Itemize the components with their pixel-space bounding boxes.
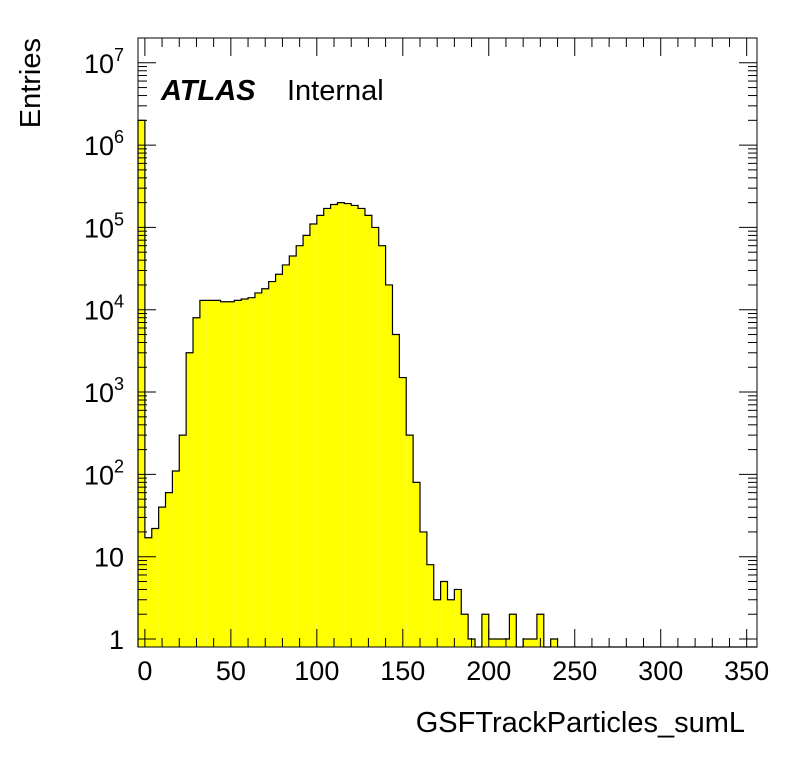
y-axis-label: Entries — [15, 38, 47, 128]
histogram-bin — [144, 537, 152, 647]
histogram-bin — [206, 300, 214, 647]
atlas-label: ATLAS — [160, 75, 256, 107]
x-tick-label: 200 — [466, 656, 511, 686]
axis-ticks — [138, 37, 757, 647]
histogram-bin — [248, 297, 255, 647]
histogram-bin — [289, 255, 297, 647]
histogram-bin — [282, 264, 290, 647]
histogram-bin — [316, 215, 324, 648]
histogram-bin — [399, 377, 407, 647]
x-tick-label: 300 — [638, 656, 683, 686]
histogram-bin — [241, 299, 249, 647]
x-tick-labels: 0 50 100 150 200 250 300 350 — [137, 656, 769, 686]
histogram-bin — [523, 639, 531, 647]
histogram-bin — [481, 614, 489, 647]
histogram-bin — [220, 301, 228, 647]
histogram-bin — [433, 599, 441, 647]
x-tick-label: 50 — [216, 656, 246, 686]
histogram-bin — [530, 639, 537, 647]
histogram-bin — [550, 639, 558, 647]
histogram-bin — [172, 470, 180, 647]
histogram-bin — [227, 301, 235, 647]
y-tick-label: 107 — [84, 45, 124, 79]
histogram-bin — [275, 274, 283, 647]
x-tick-label: 350 — [724, 656, 769, 686]
y-tick-label: 10 — [94, 543, 124, 573]
y-tick-labels: 1 10 102 103 104 105 106 107 — [84, 45, 124, 655]
histogram-bin — [461, 614, 469, 647]
histogram-bin — [179, 435, 187, 647]
histogram-bin — [254, 292, 262, 647]
histogram-bin — [323, 208, 331, 647]
y-tick-label: 104 — [84, 292, 124, 326]
histogram-bin — [440, 581, 448, 647]
histogram-bin — [186, 352, 194, 647]
histogram-bin — [138, 120, 145, 648]
histogram-bin — [213, 300, 221, 647]
histogram-bin — [419, 531, 427, 647]
histogram-bin — [392, 334, 400, 647]
x-axis-label: GSFTrackParticles_sumL — [416, 707, 745, 739]
histogram-bin — [303, 235, 310, 647]
histogram-bin — [151, 528, 159, 647]
histogram-bin — [330, 204, 338, 647]
y-tick-label: 106 — [84, 127, 124, 161]
histogram-bin — [165, 492, 173, 647]
histogram-bin — [358, 208, 365, 647]
histogram-bin — [351, 205, 359, 647]
histogram-bin — [536, 614, 544, 647]
histogram-bin — [309, 224, 317, 647]
y-tick-label: 105 — [84, 209, 124, 243]
y-tick-label: 103 — [84, 374, 124, 408]
histogram-bin — [406, 435, 414, 647]
x-tick-label: 100 — [294, 656, 339, 686]
histogram-bin — [447, 599, 455, 647]
y-tick-label: 1 — [109, 625, 124, 655]
histogram-bin — [509, 614, 517, 647]
histogram-bin — [234, 300, 242, 647]
atlas-sublabel: Internal — [287, 75, 384, 107]
histogram-bin — [426, 564, 434, 647]
histogram-bin — [199, 300, 207, 647]
histogram-layer — [137, 119, 757, 648]
histogram-bin — [454, 589, 462, 647]
histogram-bin — [364, 215, 372, 648]
histogram-bin — [158, 507, 166, 647]
histogram-bin — [378, 245, 386, 648]
plot-frame — [137, 37, 758, 648]
y-tick-label: 102 — [84, 456, 124, 490]
histogram-bin — [337, 202, 345, 647]
histogram-bin — [495, 639, 503, 647]
histogram-bin — [261, 288, 269, 647]
histogram-bin — [413, 482, 420, 647]
x-tick-label: 0 — [137, 656, 152, 686]
histogram-bin — [344, 203, 352, 647]
histogram-bin — [385, 284, 393, 647]
histogram-bin — [268, 281, 276, 647]
histogram-bin — [193, 317, 200, 647]
histogram-bin — [296, 245, 304, 648]
histogram-bin — [488, 639, 496, 647]
histogram-bin — [371, 227, 379, 648]
x-tick-label: 250 — [552, 656, 597, 686]
x-tick-label: 150 — [380, 656, 425, 686]
